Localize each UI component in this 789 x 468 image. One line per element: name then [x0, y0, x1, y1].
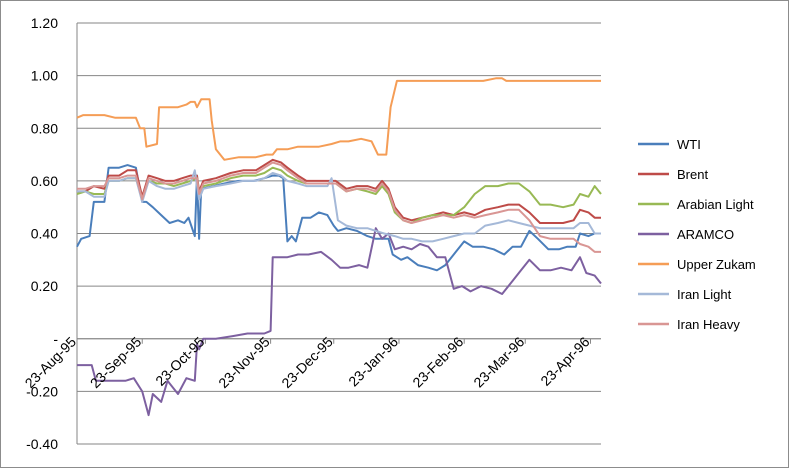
y-tick-label: 0.20	[31, 278, 58, 294]
legend-label-iran-light: Iran Light	[677, 287, 732, 302]
series-lines	[76, 77, 602, 417]
legend-label-wti: WTI	[677, 137, 701, 152]
legend-label-brent: Brent	[677, 167, 708, 182]
series-line-wti	[76, 164, 601, 272]
y-tick-label: 1.20	[31, 15, 58, 31]
legend-label-upper-zukam: Upper Zukam	[677, 257, 756, 272]
y-tick-label: 0.80	[31, 120, 58, 136]
series-line-iran-heavy	[77, 161, 601, 253]
y-tick-label: -0.40	[26, 436, 58, 452]
legend-label-aramco: ARAMCO	[677, 227, 734, 242]
series-line-iran-light	[77, 169, 601, 243]
y-tick-label: -	[53, 331, 58, 347]
y-axis-tick-labels: 1.20 1.00 0.80 0.60 0.40 0.20 - -0.20 -0.40	[26, 15, 58, 452]
x-tick-label: 23-Nov-95	[215, 333, 273, 391]
x-tick-label: 23-Mar-96	[470, 333, 527, 390]
legend-label-arabian-light: Arabian Light	[677, 197, 754, 212]
legend: WTI Brent Arabian Light ARAMCO Upper Zukam Ir…	[638, 137, 756, 332]
series-line-brent	[77, 158, 601, 224]
x-tick-label: 23-Dec-95	[278, 333, 336, 391]
series-line-aramco	[77, 227, 602, 417]
y-tick-label: -0.20	[26, 383, 58, 399]
x-axis-tick-labels: 23-Aug-95 23-Sep-95 23-Oct-95 23-Nov-95 23-D…	[22, 333, 593, 391]
y-tick-label: 0.60	[31, 173, 58, 189]
legend-label-iran-heavy: Iran Heavy	[677, 317, 740, 332]
series-line-upper-zukam	[76, 77, 601, 161]
y-tick-label: 1.00	[31, 68, 58, 84]
x-tick-label: 23-Feb-96	[409, 333, 466, 390]
x-tick-label: 23-Oct-95	[152, 333, 207, 388]
y-tick-label: 0.40	[31, 226, 58, 242]
axes	[76, 23, 601, 444]
x-tick-label: 23-Jan-96	[345, 333, 401, 389]
x-tick-label: 23-Apr-96	[537, 333, 592, 388]
